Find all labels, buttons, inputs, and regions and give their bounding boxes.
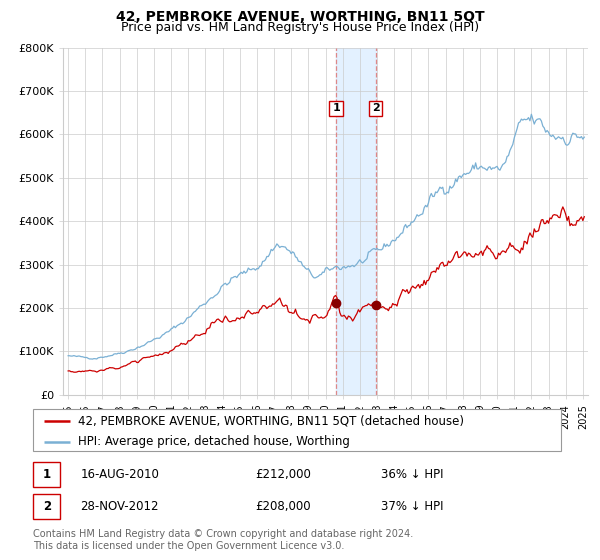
- FancyBboxPatch shape: [33, 409, 561, 451]
- Text: £212,000: £212,000: [255, 468, 311, 481]
- FancyBboxPatch shape: [33, 463, 61, 487]
- Bar: [336, 48, 376, 395]
- Text: 42, PEMBROKE AVENUE, WORTHING, BN11 5QT (detached house): 42, PEMBROKE AVENUE, WORTHING, BN11 5QT …: [78, 414, 464, 427]
- Text: £208,000: £208,000: [255, 500, 310, 513]
- Text: 2: 2: [43, 500, 51, 513]
- Text: 42, PEMBROKE AVENUE, WORTHING, BN11 5QT: 42, PEMBROKE AVENUE, WORTHING, BN11 5QT: [116, 10, 484, 24]
- FancyBboxPatch shape: [33, 494, 61, 519]
- Text: 2: 2: [372, 104, 379, 113]
- Text: 36% ↓ HPI: 36% ↓ HPI: [382, 468, 444, 481]
- Text: 28-NOV-2012: 28-NOV-2012: [80, 500, 159, 513]
- Text: 1: 1: [43, 468, 51, 481]
- Text: 1: 1: [332, 104, 340, 113]
- Text: Price paid vs. HM Land Registry's House Price Index (HPI): Price paid vs. HM Land Registry's House …: [121, 21, 479, 34]
- Text: HPI: Average price, detached house, Worthing: HPI: Average price, detached house, Wort…: [78, 435, 350, 448]
- Text: Contains HM Land Registry data © Crown copyright and database right 2024.
This d: Contains HM Land Registry data © Crown c…: [33, 529, 413, 551]
- Text: 37% ↓ HPI: 37% ↓ HPI: [382, 500, 444, 513]
- Text: 16-AUG-2010: 16-AUG-2010: [80, 468, 160, 481]
